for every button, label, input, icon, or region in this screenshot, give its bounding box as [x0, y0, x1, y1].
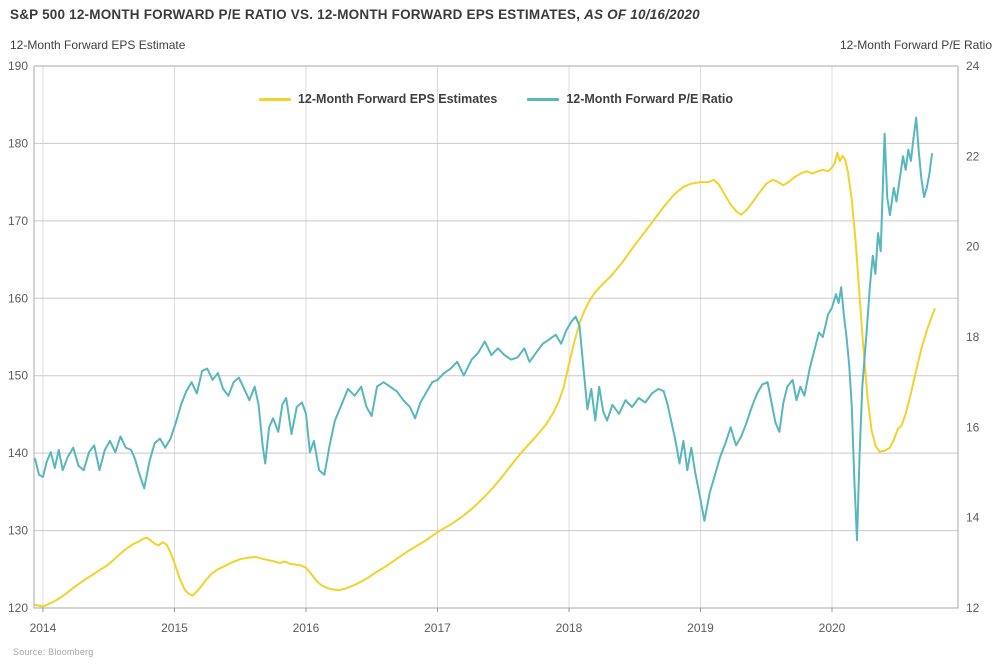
- right-axis-tick-label: 14: [966, 511, 980, 525]
- right-axis-tick-label: 20: [966, 240, 980, 254]
- left-axis-tick-label: 190: [8, 59, 28, 73]
- right-axis-tick-label: 24: [966, 59, 980, 73]
- x-axis-tick-label: 2017: [424, 621, 451, 635]
- left-axis-tick-label: 180: [8, 136, 28, 150]
- pe-line: [34, 116, 933, 542]
- left-axis-tick-label: 170: [8, 214, 28, 228]
- x-axis-tick-label: 2014: [30, 621, 57, 635]
- x-axis-tick-label: 2016: [293, 621, 320, 635]
- page-title: S&P 500 12-MONTH FORWARD P/E RATIO VS. 1…: [10, 7, 700, 22]
- x-axis-tick-label: 2019: [687, 621, 714, 635]
- eps-line: [34, 151, 936, 608]
- title-main: S&P 500 12-MONTH FORWARD P/E RATIO VS. 1…: [10, 7, 581, 22]
- x-axis-tick-label: 2018: [556, 621, 583, 635]
- title-as-of-date: AS OF 10/16/2020: [584, 7, 700, 22]
- left-axis-tick-label: 160: [8, 291, 28, 305]
- left-axis-tick-label: 140: [8, 446, 28, 460]
- left-axis-tick-label: 150: [8, 369, 28, 383]
- plot-border: [33, 65, 959, 609]
- right-axis-tick-label: 18: [966, 330, 980, 344]
- left-axis-title: 12-Month Forward EPS Estimate: [10, 38, 186, 52]
- right-axis-tick-label: 22: [966, 149, 980, 163]
- x-axis-tick-label: 2020: [819, 621, 846, 635]
- x-axis-tick-label: 2015: [161, 621, 188, 635]
- right-axis-tick-label: 12: [966, 601, 980, 615]
- right-axis-title: 12-Month Forward P/E Ratio: [839, 38, 992, 52]
- left-axis-tick-label: 120: [8, 601, 28, 615]
- right-axis-tick-label: 16: [966, 420, 980, 434]
- source-attribution: Source: Bloomberg: [13, 647, 94, 657]
- left-axis-tick-label: 130: [8, 524, 28, 538]
